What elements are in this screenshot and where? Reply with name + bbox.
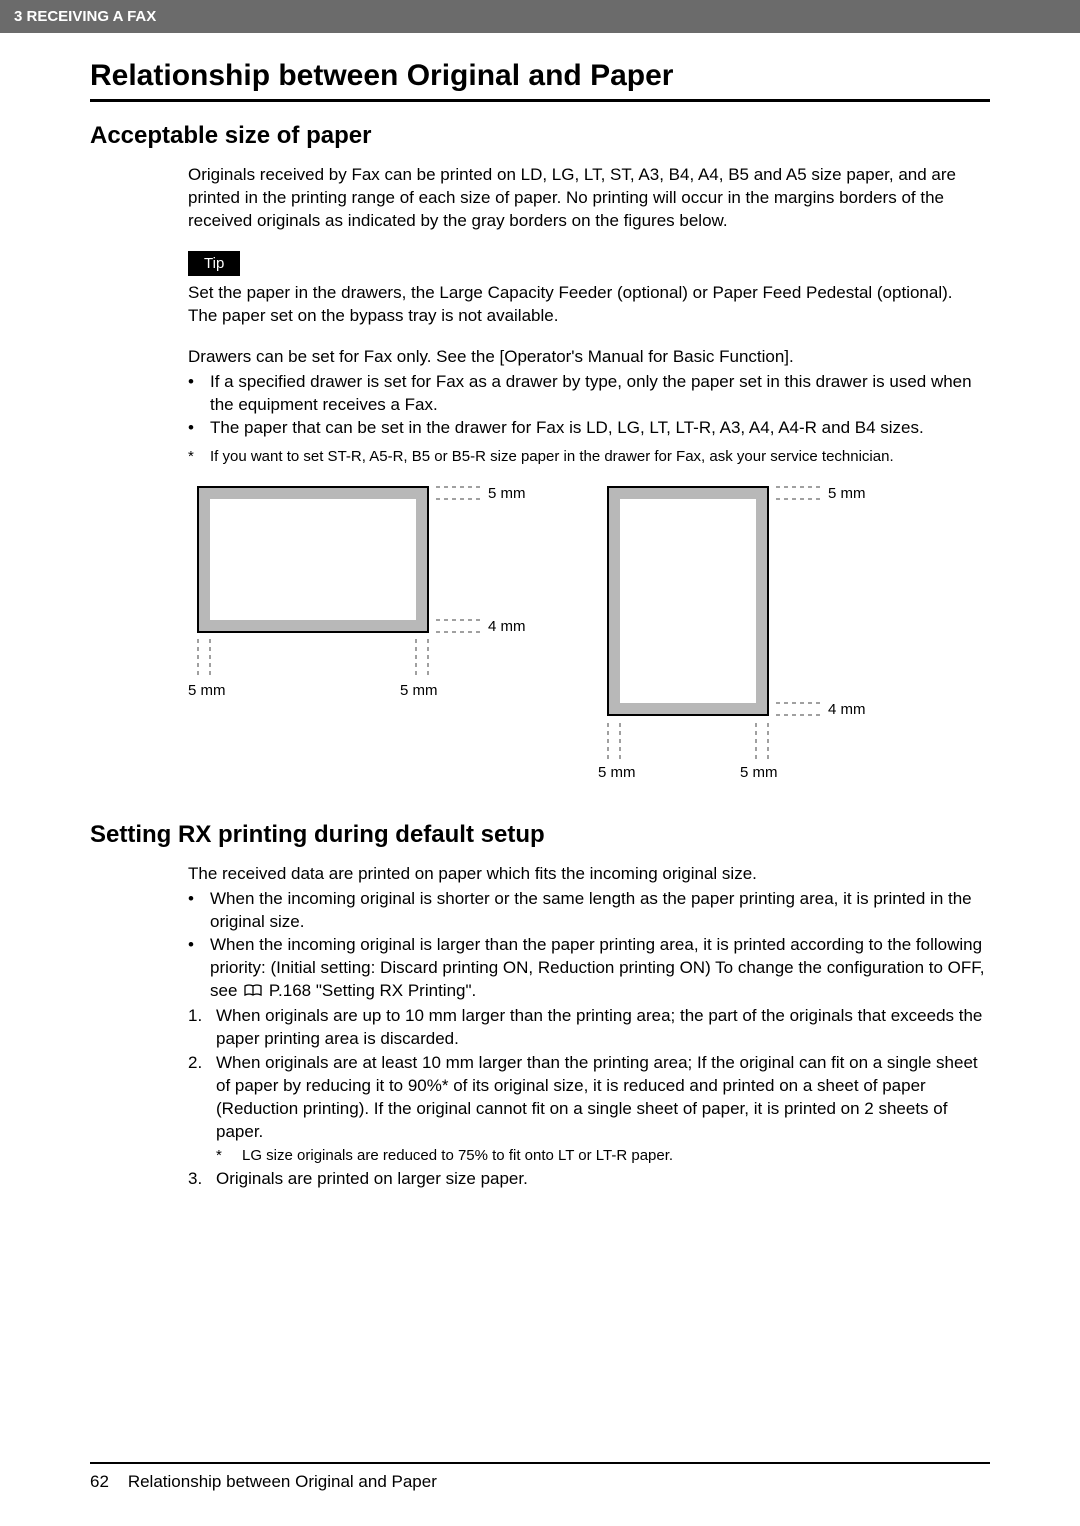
bullet-text: When the incoming original is shorter or… [210, 888, 990, 934]
figure-row: 5 mm 4 mm 5 mm 5 mm 5 mm 4 mm [188, 481, 990, 781]
section2-bullets: • When the incoming original is shorter … [188, 888, 990, 1003]
footer-rule [90, 1462, 990, 1464]
chapter-header: 3 RECEIVING A FAX [0, 0, 1080, 33]
bullet-item: • If a specified drawer is set for Fax a… [188, 371, 990, 417]
page-number: 62 [90, 1472, 109, 1491]
bullet-dot: • [188, 371, 210, 417]
num-text: When originals are up to 10 mm larger th… [216, 1005, 990, 1051]
num-label: 1. [188, 1005, 216, 1051]
section1-para1: Originals received by Fax can be printed… [188, 164, 990, 233]
label-5mm: 5 mm [828, 485, 866, 502]
bullet-text: When the incoming original is larger tha… [210, 934, 990, 1003]
num-text: Originals are printed on larger size pap… [216, 1168, 990, 1191]
section1-heading: Acceptable size of paper [90, 122, 990, 150]
label-5mm: 5 mm [598, 764, 636, 781]
sub-starnote: * LG size originals are reduced to 75% t… [216, 1146, 990, 1166]
label-5mm: 5 mm [400, 682, 438, 699]
figure-portrait: 5 mm 4 mm 5 mm 5 mm [598, 481, 928, 781]
section2-intro: The received data are printed on paper w… [188, 863, 990, 886]
title-rule [90, 99, 990, 102]
drawers-intro: Drawers can be set for Fax only. See the… [188, 346, 990, 369]
bullet-dot: • [188, 417, 210, 440]
label-4mm: 4 mm [488, 618, 526, 635]
book-icon [244, 981, 262, 994]
num-label: 2. [188, 1052, 216, 1166]
page: 3 RECEIVING A FAX Relationship between O… [0, 0, 1080, 1526]
bullet-text: The paper that can be set in the drawer … [210, 417, 990, 440]
tip-badge: Tip [188, 251, 240, 276]
figure-landscape: 5 mm 4 mm 5 mm 5 mm [188, 481, 538, 711]
numbered-item: 2. When originals are at least 10 mm lar… [188, 1052, 990, 1166]
bullet-item: • When the incoming original is shorter … [188, 888, 990, 934]
num-label: 3. [188, 1168, 216, 1191]
bullet-text: If a specified drawer is set for Fax as … [210, 371, 990, 417]
section1-bullets: • If a specified drawer is set for Fax a… [188, 371, 990, 440]
tip-body: Set the paper in the drawers, the Large … [188, 282, 990, 328]
bullet-item: • When the incoming original is larger t… [188, 934, 990, 1003]
label-5mm: 5 mm [188, 682, 226, 699]
label-5mm: 5 mm [740, 764, 778, 781]
bullet2-tail: P.168 "Setting RX Printing". [264, 981, 476, 1000]
numbered-item: 1. When originals are up to 10 mm larger… [188, 1005, 990, 1051]
num-text: When originals are at least 10 mm larger… [216, 1052, 990, 1166]
tip-body-line2: The paper set on the bypass tray is not … [188, 306, 558, 325]
section1-starnote: * If you want to set ST-R, A5-R, B5 or B… [188, 447, 990, 467]
section2-numbered: 1. When originals are up to 10 mm larger… [188, 1005, 990, 1192]
chapter-label: 3 RECEIVING A FAX [14, 8, 156, 25]
sub-star-text: LG size originals are reduced to 75% to … [242, 1146, 990, 1166]
bullet-dot: • [188, 934, 210, 1003]
star-symbol: * [188, 447, 210, 467]
tip-body-line1: Set the paper in the drawers, the Large … [188, 283, 953, 302]
bullet-item: • The paper that can be set in the drawe… [188, 417, 990, 440]
footer-title: Relationship between Original and Paper [128, 1472, 437, 1491]
section2-heading: Setting RX printing during default setup [90, 821, 990, 849]
numbered-item: 3. Originals are printed on larger size … [188, 1168, 990, 1191]
page-title: Relationship between Original and Paper [90, 59, 990, 93]
bullet-dot: • [188, 888, 210, 934]
label-4mm: 4 mm [828, 701, 866, 718]
footer: 62 Relationship between Original and Pap… [90, 1462, 990, 1492]
label-5mm: 5 mm [488, 485, 526, 502]
star-symbol: * [216, 1146, 242, 1166]
star-text: If you want to set ST-R, A5-R, B5 or B5-… [210, 447, 990, 467]
